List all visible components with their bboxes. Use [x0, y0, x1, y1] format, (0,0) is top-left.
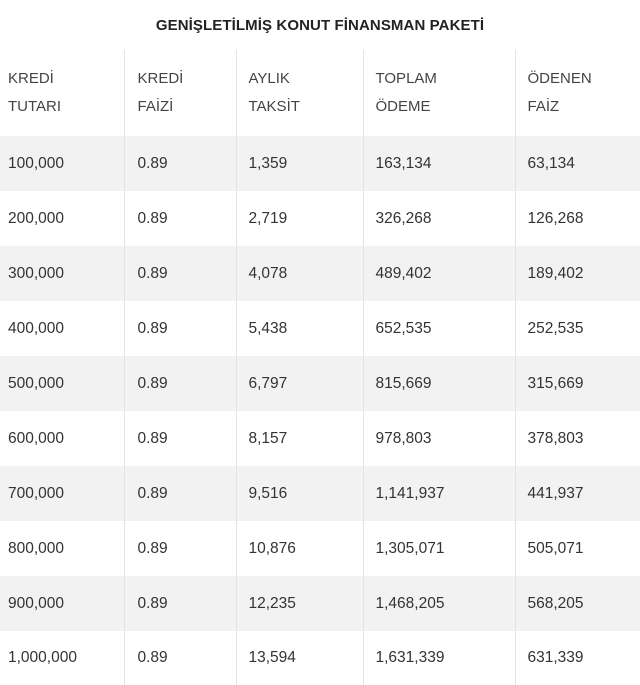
cell-toplam-odeme: 652,535	[363, 301, 516, 356]
header-line: TAKSİT	[248, 98, 300, 115]
header-line: FAİZ	[527, 98, 560, 115]
table-row: 400,000 0.89 5,438 652,535 252,535	[0, 301, 640, 356]
cell-kredi-tutari: 900,000	[0, 576, 125, 631]
cell-kredi-faizi: 0.89	[124, 301, 237, 356]
header-row: KREDİ TUTARI KREDİ FAİZİ AYLIK TAKSİT TO…	[0, 50, 640, 136]
cell-kredi-tutari: 100,000	[0, 136, 125, 191]
cell-kredi-tutari: 800,000	[0, 521, 125, 576]
cell-odenen-faiz: 505,071	[527, 539, 584, 557]
cell-kredi-tutari: 300,000	[0, 246, 125, 301]
header-line: TOPLAM	[375, 70, 437, 87]
cell-toplam-odeme: 163,134	[363, 136, 516, 191]
cell-kredi-faizi: 0.89	[124, 246, 237, 301]
header-line: AYLIK	[248, 70, 290, 87]
cell-toplam-odeme: 1,305,071	[363, 521, 516, 576]
cell-aylik-taksit: 6,797	[236, 356, 364, 411]
table-row: 200,000 0.89 2,719 326,268 126,268	[0, 191, 640, 246]
cell-kredi-faizi: 0.89	[124, 466, 237, 521]
header-line: KREDİ	[8, 70, 54, 87]
header-kredi-tutari: KREDİ TUTARI	[0, 50, 125, 136]
cell-odenen-faiz: 126,268	[527, 209, 584, 227]
table-row: 1,000,000 0.89 13,594 1,631,339 631,339	[0, 631, 640, 685]
header-line: KREDİ	[137, 70, 184, 87]
cell-odenen-faiz: 315,669	[527, 374, 584, 392]
header-odenen-faiz: ÖDENEN FAİZ	[515, 50, 640, 136]
cell-aylik-taksit: 9,516	[236, 466, 364, 521]
table-title: GENİŞLETİLMİŞ KONUT FİNANSMAN PAKETİ	[0, 0, 640, 50]
cell-toplam-odeme: 815,669	[363, 356, 516, 411]
cell-aylik-taksit: 12,235	[236, 576, 364, 631]
cell-odenen-faiz: 378,803	[527, 429, 584, 447]
cell-toplam-odeme: 1,468,205	[363, 576, 516, 631]
header-toplam-odeme: TOPLAM ÖDEME	[363, 50, 516, 136]
cell-odenen-faiz: 568,205	[527, 594, 584, 612]
cell-kredi-faizi: 0.89	[124, 356, 237, 411]
cell-kredi-faizi: 0.89	[124, 576, 237, 631]
cell-odenen-faiz: 189,402	[527, 264, 584, 282]
cell-toplam-odeme: 1,631,339	[363, 631, 516, 685]
cell-aylik-taksit: 1,359	[236, 136, 364, 191]
cell-odenen-faiz: 631,339	[527, 649, 584, 666]
cell-kredi-tutari: 1,000,000	[0, 631, 125, 685]
cell-aylik-taksit: 13,594	[236, 631, 364, 685]
cell-kredi-tutari: 200,000	[0, 191, 125, 246]
cell-aylik-taksit: 5,438	[236, 301, 364, 356]
table-row: 300,000 0.89 4,078 489,402 189,402	[0, 246, 640, 301]
table-row: 900,000 0.89 12,235 1,468,205 568,205	[0, 576, 640, 631]
table-header: KREDİ TUTARI KREDİ FAİZİ AYLIK TAKSİT TO…	[0, 50, 640, 136]
header-line: ÖDENEN	[527, 70, 592, 87]
cell-aylik-taksit: 10,876	[236, 521, 364, 576]
cell-kredi-faizi: 0.89	[124, 521, 237, 576]
table-body: 100,000 0.89 1,359 163,134 63,134 200,00…	[0, 136, 640, 685]
header-line: TUTARI	[8, 98, 62, 115]
cell-odenen-faiz: 441,937	[527, 484, 584, 502]
table-row: 500,000 0.89 6,797 815,669 315,669	[0, 356, 640, 411]
cell-toplam-odeme: 978,803	[363, 411, 516, 466]
cell-kredi-tutari: 500,000	[0, 356, 125, 411]
header-line: FAİZİ	[137, 98, 174, 115]
header-line: ÖDEME	[375, 98, 431, 115]
cell-aylik-taksit: 8,157	[236, 411, 364, 466]
cell-toplam-odeme: 489,402	[363, 246, 516, 301]
cell-kredi-faizi: 0.89	[124, 411, 237, 466]
cell-kredi-tutari: 700,000	[0, 466, 125, 521]
cell-kredi-faizi: 0.89	[124, 631, 237, 685]
cell-kredi-tutari: 400,000	[0, 301, 125, 356]
cell-kredi-faizi: 0.89	[124, 136, 237, 191]
cell-kredi-faizi: 0.89	[124, 191, 237, 246]
table-row: 600,000 0.89 8,157 978,803 378,803	[0, 411, 640, 466]
cell-aylik-taksit: 2,719	[236, 191, 364, 246]
cell-kredi-tutari: 600,000	[0, 411, 125, 466]
finance-table: KREDİ TUTARI KREDİ FAİZİ AYLIK TAKSİT TO…	[0, 50, 640, 685]
header-aylik-taksit: AYLIK TAKSİT	[236, 50, 364, 136]
cell-aylik-taksit: 4,078	[236, 246, 364, 301]
table-row: 800,000 0.89 10,876 1,305,071 505,071	[0, 521, 640, 576]
cell-toplam-odeme: 326,268	[363, 191, 516, 246]
cell-odenen-faiz: 252,535	[527, 319, 584, 337]
table-row: 700,000 0.89 9,516 1,141,937 441,937	[0, 466, 640, 521]
cell-toplam-odeme: 1,141,937	[363, 466, 516, 521]
header-kredi-faizi: KREDİ FAİZİ	[124, 50, 237, 136]
table-row: 100,000 0.89 1,359 163,134 63,134	[0, 136, 640, 191]
cell-odenen-faiz: 63,134	[527, 154, 575, 172]
